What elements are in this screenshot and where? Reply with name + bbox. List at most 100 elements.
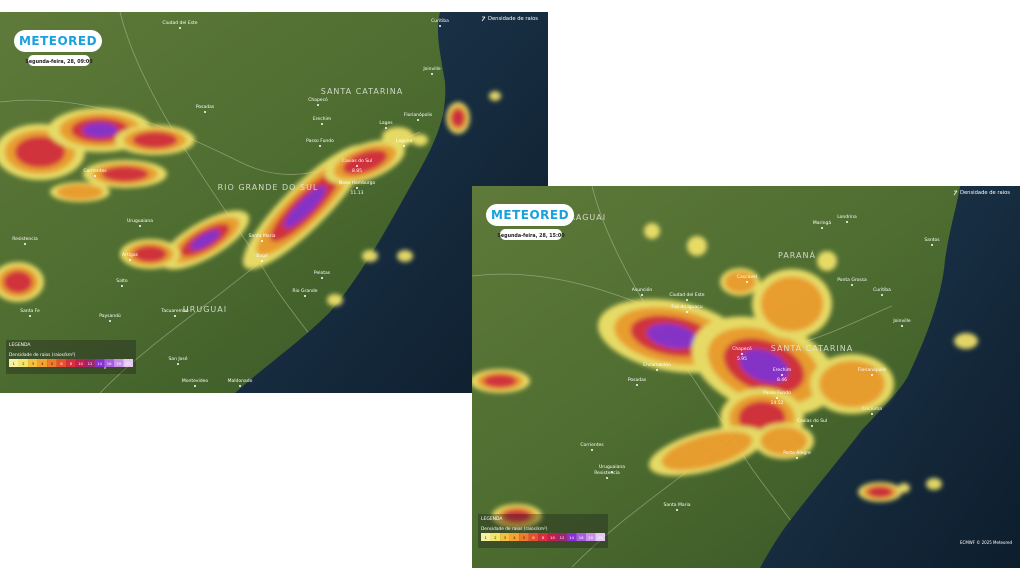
place-dot (931, 244, 933, 246)
place-name: Joinville (422, 66, 441, 72)
legend-swatch (75, 359, 86, 367)
timestamp: Segunda-feira, 28, 09:00 (25, 59, 93, 65)
legend-tick: 6 (60, 361, 63, 366)
place-name: Uruguaiana (127, 218, 153, 224)
storm-cell (819, 360, 885, 408)
place-name: Foz do Iguaçu (671, 304, 702, 310)
storm-cell (817, 251, 837, 271)
storm-cell (14, 136, 66, 168)
place-name: Bagé (256, 252, 268, 259)
storm-cell (451, 109, 465, 127)
legend-swatch (519, 533, 529, 541)
place-name: Criciúma (862, 405, 882, 412)
storm-cell (646, 323, 698, 349)
place-name: Chapecó (732, 345, 752, 352)
place-dot (686, 299, 688, 301)
legend-tick: 20 (116, 361, 121, 366)
place-dot (356, 187, 358, 189)
place-dot (881, 294, 883, 296)
legend-swatch (500, 533, 510, 541)
place-dot (29, 315, 31, 317)
legend-swatch (481, 533, 491, 541)
place-value: 5.95 (737, 356, 747, 362)
legend-swatch (123, 359, 133, 367)
place-dot (385, 127, 387, 129)
place-dot (204, 111, 206, 113)
legend-tick: 8 (542, 535, 545, 540)
storm-cell (327, 294, 343, 306)
legend-heading: LEGENDA (481, 516, 503, 522)
legend-tick: 16 (107, 361, 112, 366)
legend-tick: 2 (22, 361, 25, 366)
place-dot (741, 353, 743, 355)
place-name: Resistencia (594, 470, 620, 476)
legend-tick: 4 (41, 361, 44, 366)
storm-cell (898, 483, 910, 493)
storm-cell (644, 223, 660, 239)
storm-cell (760, 426, 808, 456)
place-dot (321, 123, 323, 125)
place-name: Laguna (396, 138, 413, 144)
legend-swatch (18, 359, 29, 367)
storm-cell (132, 131, 178, 149)
place-name: Maringá (813, 219, 831, 226)
place-dot (746, 281, 748, 283)
legend-swatch (576, 533, 586, 541)
place-name: Posadas (628, 377, 647, 383)
legend-tick: 5 (523, 535, 526, 540)
legend-tick: 16 (579, 535, 584, 540)
storm-cell (101, 166, 149, 182)
place-dot (776, 397, 778, 399)
place-name: Resistencia (12, 236, 38, 242)
region-label: URUGUAI (183, 305, 227, 314)
lightning-density (472, 223, 978, 528)
legend-tick: 14 (569, 535, 574, 540)
copyright: ECMWF © 2025 Meteored (960, 540, 1012, 545)
place-dot (174, 315, 176, 317)
legend-tick: 8 (70, 361, 73, 366)
region-label: PARAGUAI (558, 213, 606, 222)
legend-swatch (585, 533, 596, 541)
place-dot (606, 477, 608, 479)
place-name: Caxias do Sul (342, 158, 372, 164)
legend-swatch (94, 359, 105, 367)
place-dot (239, 385, 241, 387)
place-name: Passo Fundo (306, 138, 334, 144)
legend-swatch (113, 359, 124, 367)
place-dot (871, 413, 873, 415)
place-dot (901, 325, 903, 327)
legend-swatch (557, 533, 567, 541)
place-dot (179, 27, 181, 29)
logo: METEORED (491, 208, 569, 222)
layer-icon (481, 16, 486, 22)
legend-tick: 10 (78, 361, 83, 366)
storm-cell (397, 250, 413, 262)
legend-swatch (595, 533, 605, 541)
place-name: Artigas (122, 252, 139, 258)
place-dot (403, 145, 405, 147)
storm-cell (867, 486, 893, 498)
place-name: Santos (924, 237, 940, 243)
place-dot (641, 294, 643, 296)
place-name: Posadas (196, 104, 215, 110)
legend-heading: LEGENDA (9, 342, 31, 348)
storm-cell (382, 127, 414, 147)
place-dot (139, 225, 141, 227)
place-name: Maldonado (228, 378, 253, 384)
place-dot (846, 221, 848, 223)
legend-swatch (538, 533, 548, 541)
place-value: 14.52 (771, 400, 784, 406)
place-dot (319, 145, 321, 147)
place-name: Cascavel (737, 274, 757, 280)
storm-cell (342, 149, 388, 175)
region-label: PARANÁ (778, 249, 816, 260)
place-dot (104, 367, 106, 369)
place-dot (356, 165, 358, 167)
legend-swatch (28, 359, 38, 367)
storm-cell (362, 250, 378, 262)
place-dot (686, 311, 688, 313)
storm-cell (503, 509, 531, 523)
place-value: 8.85 (352, 168, 362, 174)
place-dot (24, 243, 26, 245)
legend-swatch (66, 359, 76, 367)
